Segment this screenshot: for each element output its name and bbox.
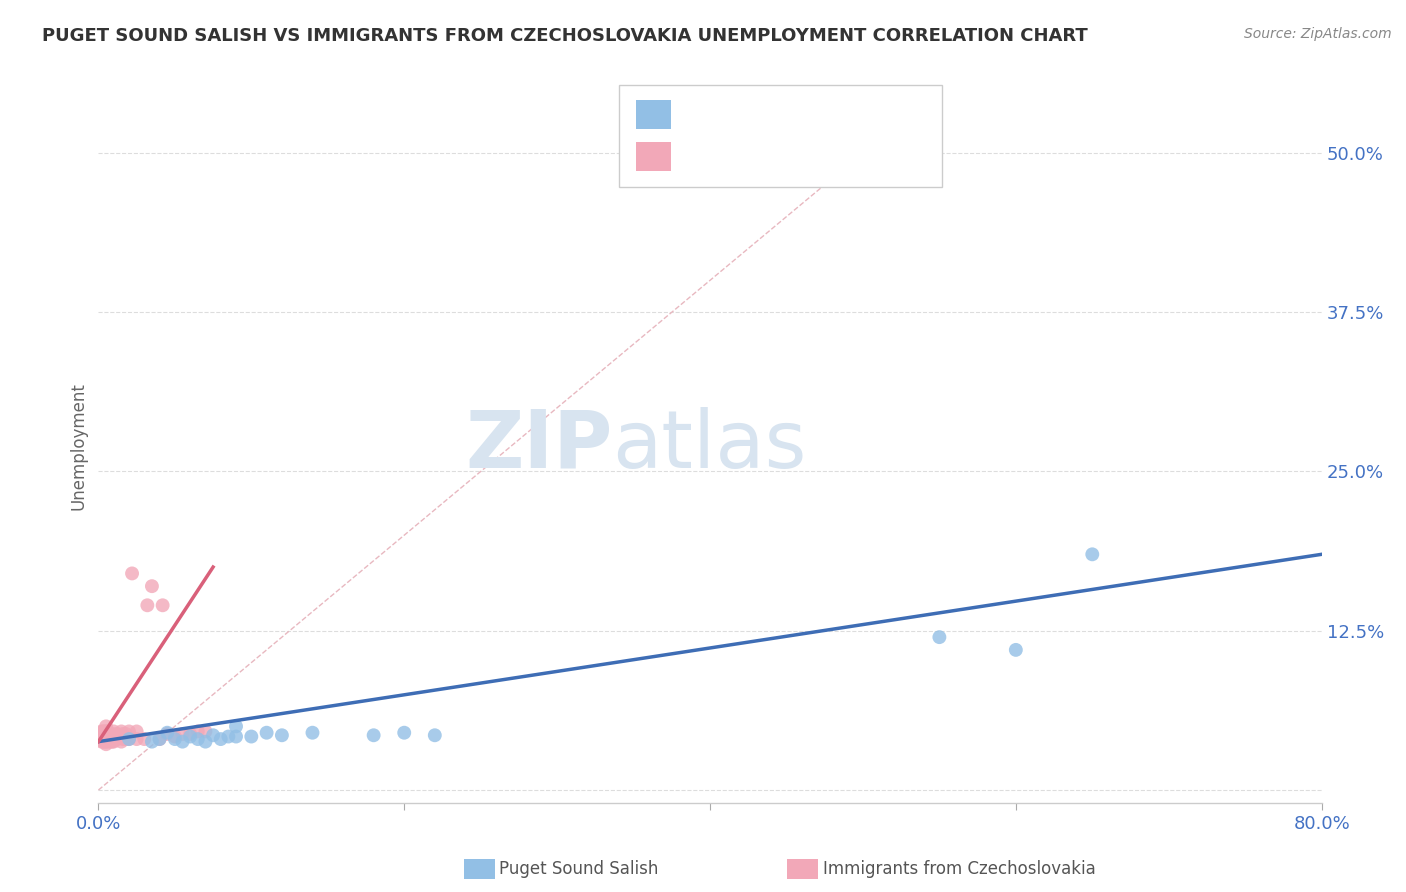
- Point: [94, 737, 117, 751]
- Point: [163, 732, 186, 747]
- Point: [110, 724, 132, 739]
- Point: [179, 727, 201, 741]
- Point: [256, 725, 278, 739]
- Point: [90, 724, 112, 739]
- Point: [97, 730, 120, 744]
- Point: [118, 732, 141, 747]
- Point: [103, 734, 125, 748]
- Point: [225, 719, 247, 733]
- Point: [100, 730, 122, 744]
- Text: R =  0.211   N = 53: R = 0.211 N = 53: [681, 147, 851, 165]
- Point: [202, 728, 225, 742]
- Point: [97, 724, 120, 739]
- Point: [225, 730, 247, 744]
- Point: [115, 727, 138, 741]
- Point: [110, 730, 132, 744]
- Point: [93, 734, 115, 748]
- Point: [392, 725, 416, 739]
- Point: [100, 734, 122, 748]
- Point: [118, 724, 141, 739]
- Point: [93, 724, 115, 739]
- Point: [194, 724, 217, 739]
- Point: [156, 727, 179, 741]
- Point: [1081, 547, 1104, 561]
- Point: [111, 732, 134, 747]
- Point: [93, 730, 115, 744]
- Point: [97, 734, 120, 748]
- Point: [118, 732, 141, 747]
- Point: [136, 599, 159, 613]
- Text: atlas: atlas: [612, 407, 807, 485]
- Point: [141, 579, 163, 593]
- Point: [90, 730, 112, 744]
- Text: ZIP: ZIP: [465, 407, 612, 485]
- Point: [134, 732, 156, 747]
- Text: PUGET SOUND SALISH VS IMMIGRANTS FROM CZECHOSLOVAKIA UNEMPLOYMENT CORRELATION CH: PUGET SOUND SALISH VS IMMIGRANTS FROM CZ…: [42, 27, 1088, 45]
- Point: [98, 732, 121, 747]
- Point: [90, 734, 112, 748]
- Point: [187, 724, 209, 739]
- Point: [105, 732, 128, 747]
- Point: [94, 732, 117, 747]
- Point: [91, 724, 114, 739]
- Point: [187, 732, 209, 747]
- Point: [149, 732, 172, 747]
- Point: [172, 734, 194, 748]
- Point: [110, 734, 132, 748]
- Point: [163, 730, 186, 744]
- Point: [240, 730, 263, 744]
- Point: [111, 727, 134, 741]
- Point: [194, 734, 217, 748]
- Point: [94, 724, 117, 739]
- Point: [101, 732, 124, 747]
- Point: [423, 728, 446, 742]
- Point: [101, 727, 124, 741]
- Point: [141, 734, 163, 748]
- Text: R = 0.226   N = 24: R = 0.226 N = 24: [681, 105, 845, 123]
- Text: Source: ZipAtlas.com: Source: ZipAtlas.com: [1244, 27, 1392, 41]
- Point: [91, 730, 114, 744]
- Point: [101, 734, 124, 748]
- Point: [209, 732, 232, 747]
- Point: [172, 727, 194, 741]
- Point: [152, 599, 174, 613]
- Point: [103, 730, 125, 744]
- Point: [270, 728, 292, 742]
- Point: [363, 728, 385, 742]
- Point: [91, 734, 114, 748]
- Point: [103, 724, 125, 739]
- Point: [105, 727, 128, 741]
- Point: [94, 730, 117, 744]
- Point: [115, 732, 138, 747]
- Text: Puget Sound Salish: Puget Sound Salish: [499, 860, 658, 878]
- Point: [125, 724, 148, 739]
- Point: [149, 732, 172, 747]
- Point: [94, 734, 117, 748]
- Point: [156, 725, 179, 739]
- Point: [217, 730, 239, 744]
- Point: [1004, 643, 1026, 657]
- Point: [98, 727, 121, 741]
- Y-axis label: Unemployment: Unemployment: [69, 382, 87, 510]
- Point: [928, 630, 950, 644]
- Point: [94, 719, 117, 733]
- Point: [179, 730, 201, 744]
- Text: Immigrants from Czechoslovakia: Immigrants from Czechoslovakia: [823, 860, 1095, 878]
- Point: [121, 566, 143, 581]
- Point: [125, 732, 148, 747]
- Point: [301, 725, 323, 739]
